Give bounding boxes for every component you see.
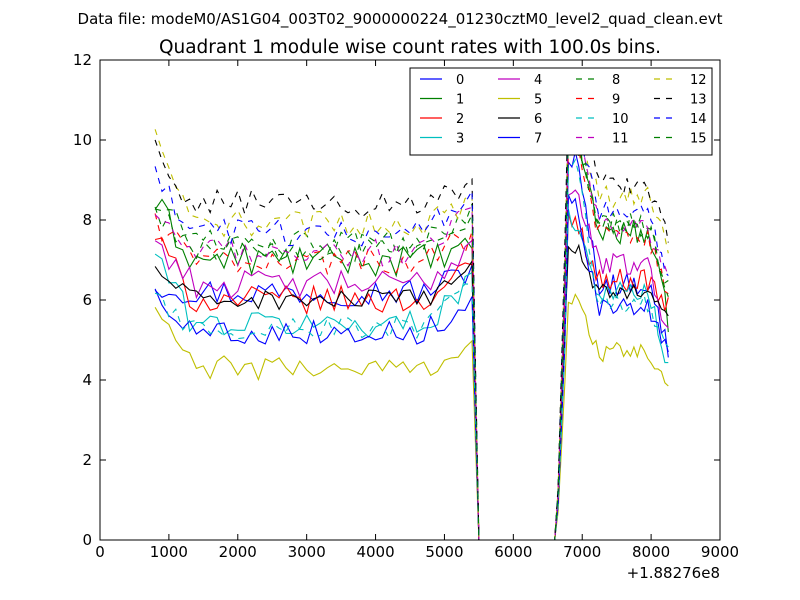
legend-label-5: 5: [534, 93, 542, 108]
y-tick-label: 12: [73, 51, 92, 69]
legend-label-0: 0: [456, 73, 464, 88]
x-tick-label: 1000: [150, 543, 188, 561]
series-line-7: [154, 194, 669, 540]
series-line-5: [154, 293, 669, 540]
series-layer: [154, 89, 669, 540]
series-line-15: [154, 127, 669, 540]
legend-label-14: 14: [690, 112, 707, 127]
x-offset-label: +1.88276e8: [627, 564, 720, 582]
legend-label-13: 13: [690, 93, 707, 108]
x-tick-label: 3000: [288, 543, 326, 561]
y-tick-label: 0: [82, 531, 92, 549]
legend-box: [409, 67, 713, 156]
legend-label-15: 15: [690, 132, 707, 147]
legend-label-9: 9: [612, 93, 620, 108]
chart-title: Quadrant 1 module wise count rates with …: [159, 37, 661, 58]
x-tick-label: 0: [95, 543, 105, 561]
axis-layer: 0 1000 2000 3000 4000 5000 6000 7000 8000 9000 0 2 4…: [73, 51, 739, 561]
x-tick-label: 6000: [494, 543, 532, 561]
y-tick-label: 8: [82, 211, 92, 229]
legend-label-12: 12: [690, 73, 707, 88]
y-tick-label: 10: [73, 131, 92, 149]
x-tick-label: 2000: [219, 543, 257, 561]
legend-label-1: 1: [456, 93, 464, 108]
legend-label-10: 10: [612, 112, 629, 127]
legend-label-11: 11: [612, 132, 629, 147]
x-tick-label: 7000: [563, 543, 601, 561]
legend-label-3: 3: [456, 132, 464, 147]
series-line-11: [154, 113, 669, 540]
legend-label-2: 2: [456, 112, 464, 127]
y-tick-label: 4: [82, 371, 92, 389]
series-line-13: [154, 89, 669, 540]
x-tick-label: 5000: [425, 543, 463, 561]
legend-label-4: 4: [534, 73, 542, 88]
x-tick-label: 9000: [701, 543, 739, 561]
suptitle: Data file: modeM0/AS1G04_003T02_90000002…: [78, 10, 723, 29]
series-line-9: [154, 142, 669, 540]
x-tick-label: 8000: [632, 543, 670, 561]
legend-label-6: 6: [534, 112, 542, 127]
series-line-6: [154, 243, 669, 540]
legend-label-7: 7: [534, 132, 542, 147]
x-tick-label: 4000: [356, 543, 394, 561]
legend-label-8: 8: [612, 73, 620, 88]
y-tick-label: 6: [82, 291, 92, 309]
y-tick-label: 2: [82, 451, 92, 469]
